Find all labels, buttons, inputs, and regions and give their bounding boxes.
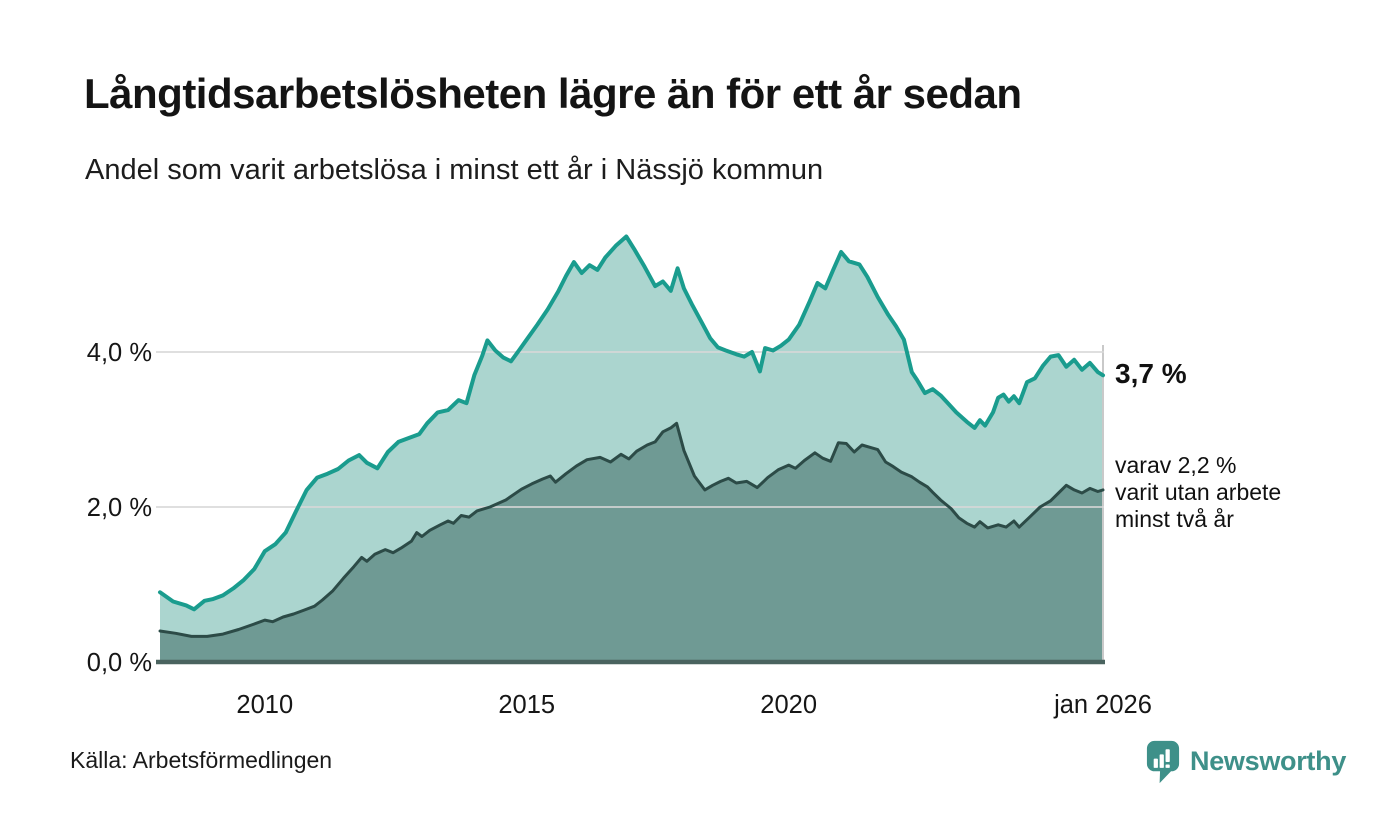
x-axis-tick-label: 2010 xyxy=(236,691,293,719)
x-axis-tick-label: jan 2026 xyxy=(1053,691,1152,719)
newsworthy-logo: Newsworthy xyxy=(1146,740,1346,784)
source-attribution: Källa: Arbetsförmedlingen xyxy=(70,747,333,773)
two-year-area-fill xyxy=(160,423,1103,662)
page-title: Långtidsarbetslösheten lägre än för ett … xyxy=(84,70,1022,117)
y-axis-tick-label: 0,0 % xyxy=(87,649,152,677)
newsworthy-bubble-chart-icon xyxy=(1146,740,1180,784)
x-axis-tick-label: 2020 xyxy=(760,691,817,719)
secondary-value-line: minst två år xyxy=(1115,506,1234,532)
newsworthy-wordmark: Newsworthy xyxy=(1190,746,1347,776)
secondary-value-line: varav 2,2 % xyxy=(1115,452,1237,478)
secondary-value-label: varav 2,2 % varit utan arbete minst två … xyxy=(1115,452,1281,533)
x-axis-tick-label: 2015 xyxy=(498,691,555,719)
total-series-line xyxy=(158,234,1105,612)
two-year-series-line xyxy=(158,421,1105,638)
chart-subtitle: Andel som varit arbetslösa i minst ett å… xyxy=(85,154,824,186)
y-axis-tick-label: 2,0 % xyxy=(87,494,152,522)
secondary-value-line: varit utan arbete xyxy=(1115,479,1282,505)
y-axis-tick-label: 4,0 % xyxy=(87,339,152,367)
latest-value-label: 3,7 % xyxy=(1115,358,1187,389)
